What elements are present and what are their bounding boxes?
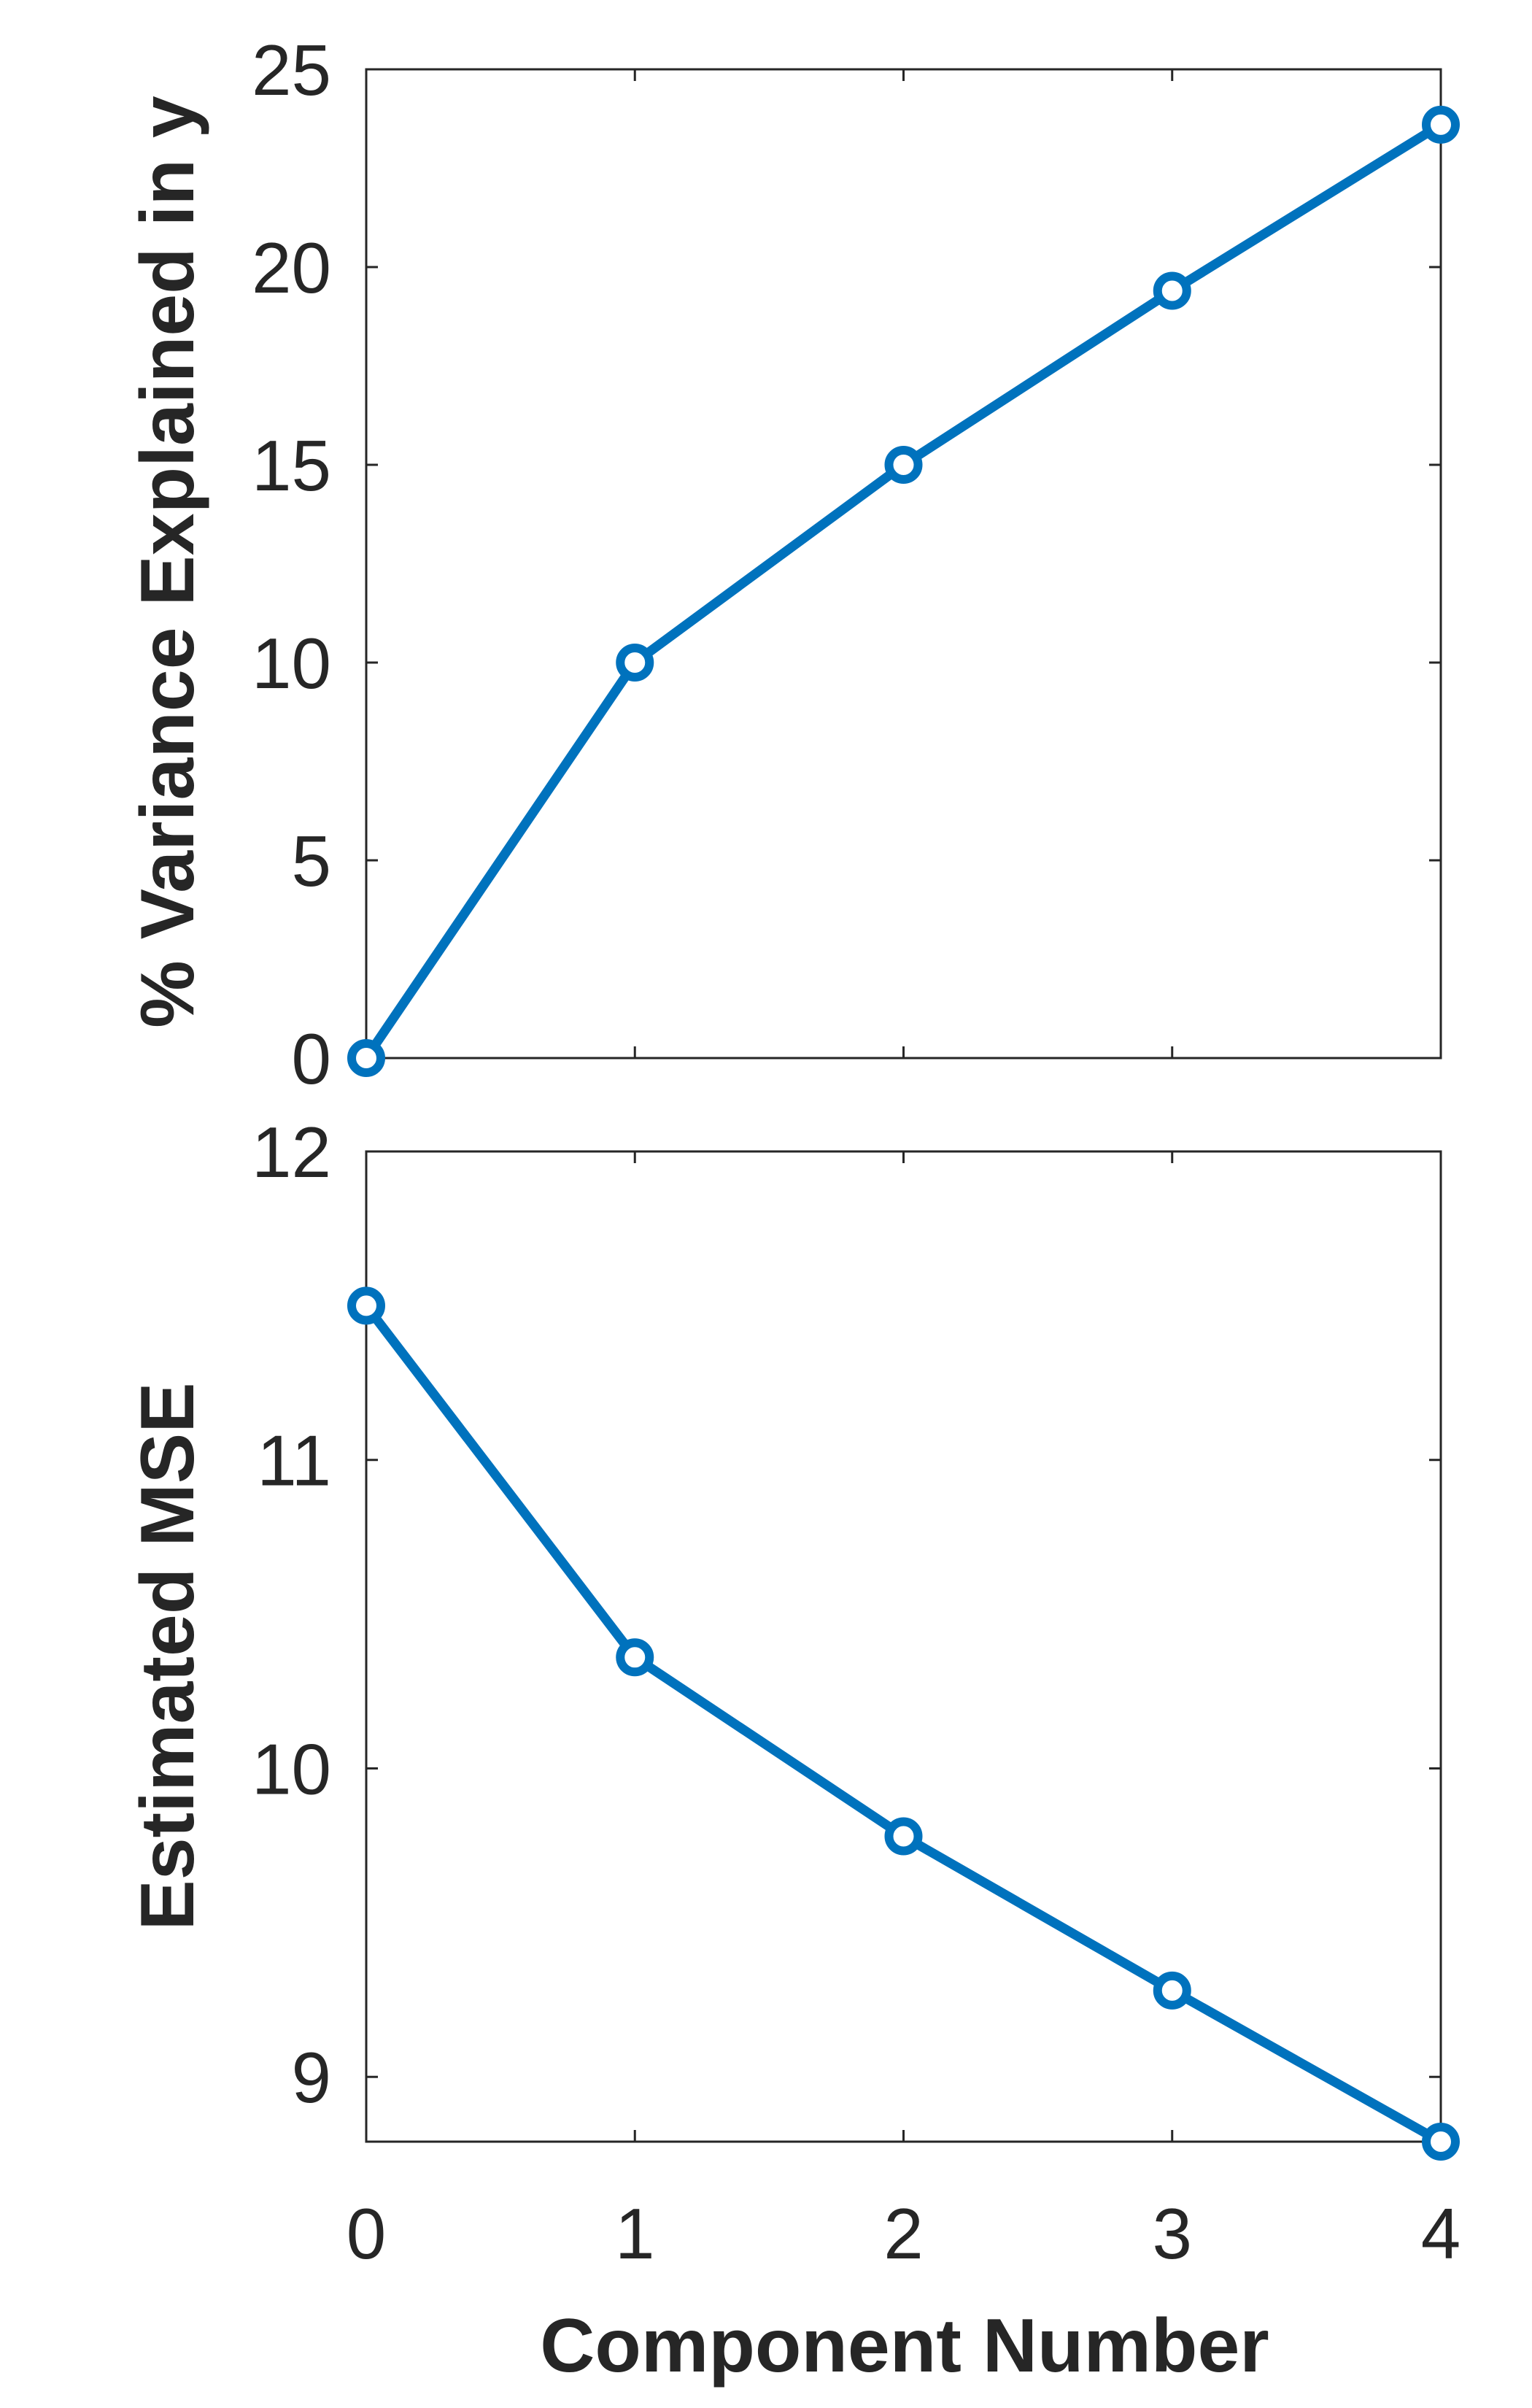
axes-box — [365, 1150, 1442, 2143]
x-tick-label: 3 — [1152, 2193, 1192, 2274]
data-point-marker — [616, 644, 654, 682]
y-tick-label: 15 — [252, 425, 331, 506]
data-point-marker — [1422, 2123, 1460, 2161]
y-tick-label: 10 — [252, 1729, 331, 1809]
data-point-marker — [347, 1286, 385, 1325]
series-line — [361, 1300, 1446, 2147]
mse-xlabel: Component Number — [540, 2304, 1269, 2388]
mse-ylabel: Estimated MSE — [125, 1382, 210, 1930]
x-tick-label: 2 — [883, 2193, 924, 2274]
x-tick-label: 4 — [1421, 2193, 1461, 2274]
x-tick-label: 0 — [347, 2193, 387, 2274]
variance-explained-axes: % Variance Explained in y 0 5 10 15 20 25 — [125, 30, 1460, 1099]
x-tick-label: 1 — [615, 2193, 655, 2274]
data-point-marker — [884, 1817, 923, 1856]
y-tick-label: 12 — [252, 1112, 331, 1192]
y-tick-label: 0 — [291, 1019, 331, 1099]
y-tick-label: 11 — [257, 1421, 331, 1501]
y-tick-label: 5 — [291, 821, 331, 901]
series-line — [361, 120, 1446, 1063]
axes-box — [365, 68, 1442, 1060]
y-tick-label: 25 — [252, 30, 331, 110]
data-point-marker — [616, 1638, 654, 1677]
data-point-marker — [347, 1039, 385, 1077]
y-tick-label: 20 — [252, 228, 331, 308]
data-point-marker — [1422, 105, 1460, 144]
y-tick-label: 9 — [291, 2037, 331, 2118]
y-tick-label: 10 — [252, 623, 331, 703]
variance-ylabel: % Variance Explained in y — [125, 96, 210, 1028]
data-point-marker — [1153, 1971, 1191, 2010]
data-point-marker — [1153, 271, 1191, 310]
data-point-marker — [884, 446, 923, 484]
